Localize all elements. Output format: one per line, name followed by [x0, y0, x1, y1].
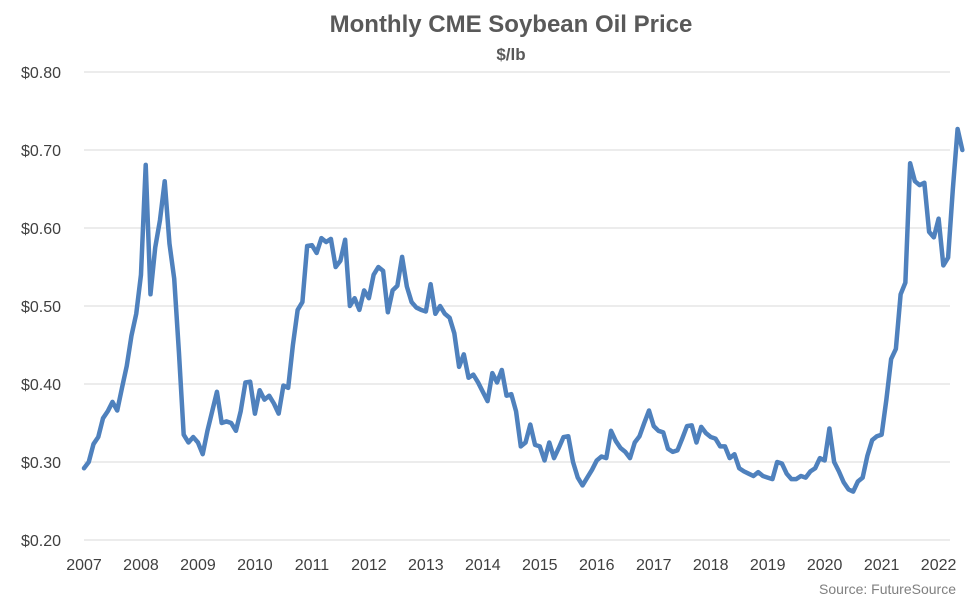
series-layer — [81, 126, 965, 494]
x-tick-label: 2014 — [465, 557, 501, 574]
x-tick-label: 2018 — [693, 557, 729, 574]
chart-subtitle: $/lb — [496, 45, 525, 64]
x-tick-label: 2011 — [295, 557, 330, 574]
y-tick-label: $0.70 — [21, 143, 61, 160]
x-tick-label: 2013 — [408, 557, 444, 574]
x-tick-label: 2010 — [237, 557, 273, 574]
x-tick-label: 2008 — [123, 557, 159, 574]
x-tick-label: 2009 — [180, 557, 216, 574]
x-tick-label: 2022 — [921, 557, 957, 574]
series-line-0 — [81, 126, 965, 494]
x-tick-label: 2016 — [579, 557, 615, 574]
x-tick-label: 2007 — [66, 557, 102, 574]
x-tick-label: 2012 — [351, 557, 387, 574]
y-tick-label: $0.80 — [21, 65, 61, 82]
gridlines — [84, 71, 950, 541]
y-tick-label: $0.20 — [21, 533, 61, 550]
x-axis-labels: 2007 2008 2009 2010 2011 2012 2013 2014 2015 2016… — [66, 557, 956, 574]
y-axis-labels: $0.20 $0.30 $0.40 $0.50 $0.60 $0.70 $0.80 — [21, 65, 61, 550]
chart-title: Monthly CME Soybean Oil Price — [330, 11, 693, 38]
source-label: Source: FutureSource — [819, 581, 956, 597]
x-tick-label: 2019 — [750, 557, 786, 574]
x-tick-label: 2015 — [522, 557, 558, 574]
y-tick-label: $0.60 — [21, 221, 61, 238]
x-tick-label: 2017 — [636, 557, 672, 574]
y-tick-label: $0.40 — [21, 377, 61, 394]
y-tick-label: $0.30 — [21, 455, 61, 472]
x-tick-label: 2020 — [807, 557, 843, 574]
y-tick-label: $0.50 — [21, 299, 61, 316]
x-tick-label: 2021 — [864, 557, 900, 574]
